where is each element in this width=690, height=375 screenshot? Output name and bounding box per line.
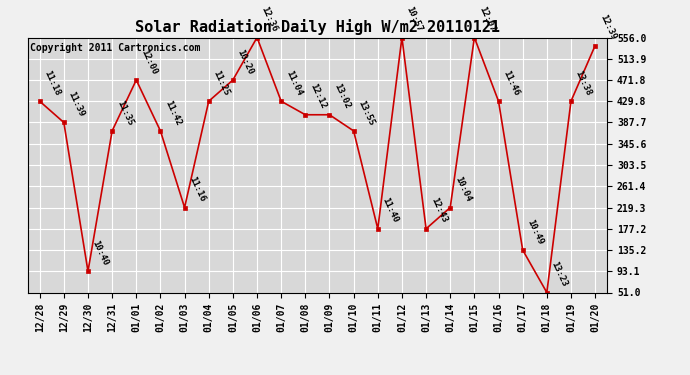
Text: 13:38: 13:38 bbox=[574, 69, 593, 97]
Text: 12:36: 12:36 bbox=[260, 5, 279, 33]
Text: 11:39: 11:39 bbox=[67, 90, 86, 118]
Text: 11:18: 11:18 bbox=[43, 69, 62, 97]
Text: 12:07: 12:07 bbox=[477, 5, 497, 33]
Text: 10:20: 10:20 bbox=[236, 48, 255, 76]
Text: 13:02: 13:02 bbox=[333, 82, 352, 111]
Text: 11:16: 11:16 bbox=[188, 175, 207, 203]
Text: 10:49: 10:49 bbox=[526, 217, 545, 246]
Text: 13:55: 13:55 bbox=[357, 99, 376, 127]
Text: 12:43: 12:43 bbox=[429, 196, 448, 225]
Text: 11:40: 11:40 bbox=[381, 196, 400, 225]
Text: 10:04: 10:04 bbox=[453, 175, 473, 203]
Text: 11:25: 11:25 bbox=[212, 69, 231, 97]
Text: 10:57: 10:57 bbox=[405, 5, 424, 33]
Title: Solar Radiation Daily High W/m2 20110121: Solar Radiation Daily High W/m2 20110121 bbox=[135, 19, 500, 35]
Text: 10:40: 10:40 bbox=[91, 239, 110, 267]
Text: 11:46: 11:46 bbox=[502, 69, 521, 97]
Text: 12:00: 12:00 bbox=[139, 48, 159, 76]
Text: 11:42: 11:42 bbox=[164, 99, 183, 127]
Text: Copyright 2011 Cartronics.com: Copyright 2011 Cartronics.com bbox=[30, 43, 201, 52]
Text: 12:12: 12:12 bbox=[308, 82, 328, 111]
Text: 12:39: 12:39 bbox=[598, 13, 618, 41]
Text: 11:04: 11:04 bbox=[284, 69, 304, 97]
Text: 13:23: 13:23 bbox=[550, 260, 569, 288]
Text: 11:35: 11:35 bbox=[115, 99, 135, 127]
